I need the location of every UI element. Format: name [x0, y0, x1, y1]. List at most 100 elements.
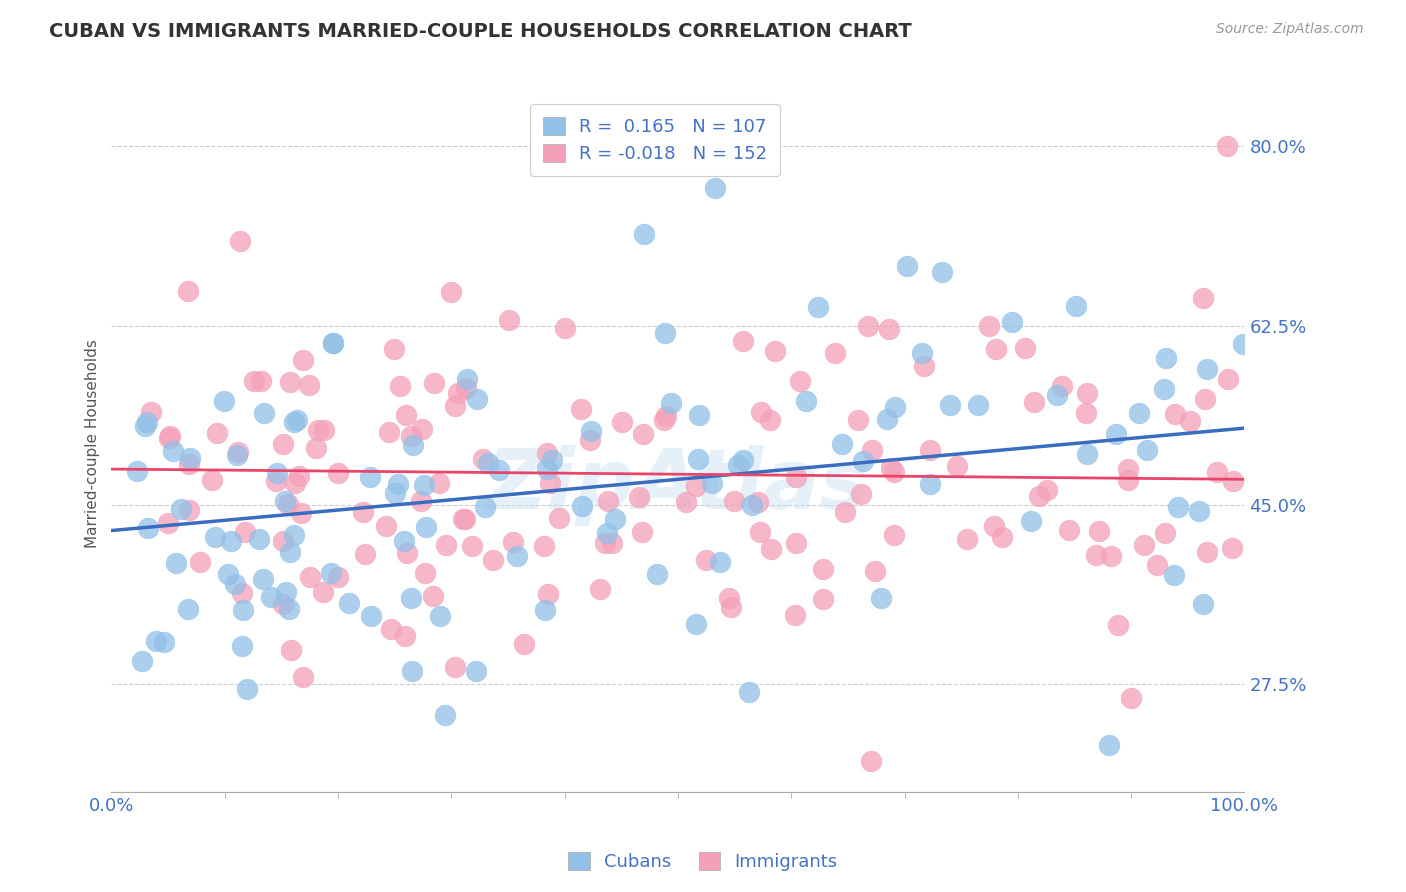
Point — [1107, 618, 1129, 632]
Point — [654, 326, 676, 341]
Point — [717, 591, 740, 606]
Point — [360, 608, 382, 623]
Point — [1216, 371, 1239, 385]
Point — [134, 419, 156, 434]
Point — [654, 412, 676, 426]
Point — [986, 343, 1008, 357]
Point — [1216, 139, 1239, 153]
Point — [456, 372, 478, 386]
Point — [394, 629, 416, 643]
Point — [321, 566, 343, 580]
Point — [1128, 406, 1150, 420]
Point — [783, 607, 806, 622]
Point — [1188, 503, 1211, 517]
Point — [188, 555, 211, 569]
Point — [977, 319, 1000, 334]
Point — [589, 582, 612, 597]
Point — [271, 534, 294, 549]
Point — [283, 415, 305, 429]
Point — [983, 518, 1005, 533]
Point — [482, 553, 505, 567]
Point — [229, 235, 252, 249]
Point — [378, 425, 401, 439]
Point — [287, 469, 309, 483]
Point — [138, 521, 160, 535]
Point — [1064, 299, 1087, 313]
Point — [352, 505, 374, 519]
Point — [145, 634, 167, 648]
Point — [273, 437, 295, 451]
Point — [322, 336, 344, 351]
Point — [278, 545, 301, 559]
Point — [536, 462, 558, 476]
Point — [763, 344, 786, 359]
Point — [225, 449, 247, 463]
Point — [326, 570, 349, 584]
Point — [749, 405, 772, 419]
Point — [628, 490, 651, 504]
Point — [860, 443, 883, 458]
Point — [852, 454, 875, 468]
Point — [533, 539, 555, 553]
Point — [253, 406, 276, 420]
Point — [502, 534, 524, 549]
Point — [162, 444, 184, 458]
Point — [1046, 388, 1069, 402]
Point — [219, 534, 242, 549]
Point — [415, 520, 437, 534]
Point — [1076, 447, 1098, 461]
Point — [247, 532, 270, 546]
Point — [759, 542, 782, 557]
Point — [863, 564, 886, 578]
Point — [720, 600, 742, 615]
Point — [695, 553, 717, 567]
Point — [339, 596, 361, 610]
Point — [395, 546, 418, 560]
Point — [298, 378, 321, 392]
Point — [536, 446, 558, 460]
Point — [413, 566, 436, 580]
Point — [1019, 514, 1042, 528]
Point — [1085, 549, 1108, 563]
Point — [283, 475, 305, 490]
Point — [399, 591, 422, 606]
Point — [1191, 597, 1213, 611]
Point — [387, 477, 409, 491]
Point — [322, 335, 344, 350]
Point — [685, 617, 707, 632]
Point — [498, 313, 520, 327]
Point — [579, 433, 602, 447]
Point — [741, 498, 763, 512]
Point — [824, 346, 846, 360]
Point — [444, 399, 467, 413]
Point — [723, 493, 745, 508]
Point — [395, 408, 418, 422]
Point — [328, 467, 350, 481]
Point — [939, 398, 962, 412]
Point — [402, 437, 425, 451]
Point — [179, 451, 201, 466]
Point — [747, 495, 769, 509]
Point — [224, 576, 246, 591]
Point — [444, 659, 467, 673]
Point — [1001, 315, 1024, 329]
Point — [290, 506, 312, 520]
Point — [434, 538, 457, 552]
Point — [733, 453, 755, 467]
Point — [1191, 291, 1213, 305]
Point — [454, 512, 477, 526]
Point — [831, 436, 853, 450]
Point — [392, 534, 415, 549]
Point — [153, 635, 176, 649]
Point — [285, 413, 308, 427]
Point — [813, 591, 835, 606]
Point — [165, 556, 187, 570]
Point — [401, 665, 423, 679]
Point — [434, 707, 457, 722]
Point — [1194, 392, 1216, 406]
Point — [1076, 406, 1098, 420]
Point — [785, 536, 807, 550]
Point — [870, 591, 893, 606]
Point — [920, 443, 942, 458]
Point — [579, 424, 602, 438]
